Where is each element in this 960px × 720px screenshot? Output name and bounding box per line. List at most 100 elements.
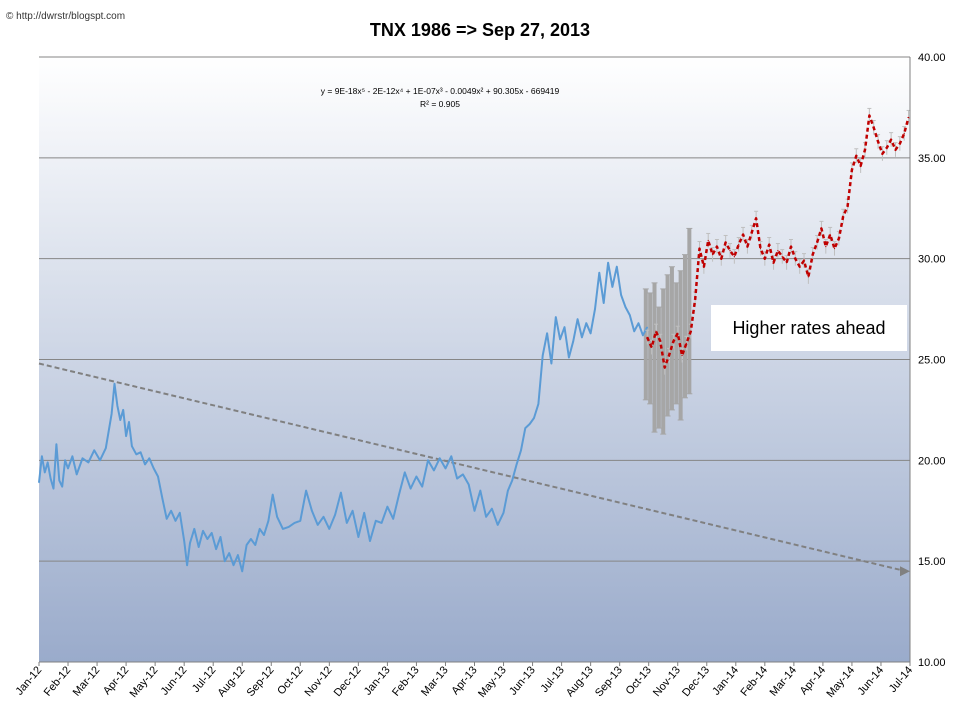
x-tick-label: Jul-13	[538, 664, 566, 695]
actual-point	[363, 512, 365, 514]
actual-point	[215, 548, 217, 550]
projection-series-layer	[645, 107, 911, 375]
actual-point	[415, 475, 418, 478]
actual-point	[122, 409, 124, 411]
actual-point	[473, 510, 476, 512]
actual-point	[198, 546, 200, 548]
x-tick-label: Jul-14	[887, 664, 915, 695]
actual-point	[174, 520, 177, 522]
projection-point	[764, 258, 766, 260]
actual-point	[179, 512, 181, 514]
projection-point	[825, 245, 827, 248]
actual-point	[524, 427, 526, 429]
actual-point	[456, 477, 458, 480]
actual-point	[125, 435, 127, 437]
source-credit: © http://dwrstr/blogspt.com	[6, 11, 126, 22]
actual-point	[113, 383, 116, 385]
projection-point	[829, 233, 831, 236]
actual-series-layer	[38, 261, 649, 573]
actual-point	[515, 463, 518, 465]
actual-point	[245, 544, 248, 546]
actual-point	[322, 516, 325, 518]
actual-point	[202, 530, 204, 532]
actual-point	[81, 457, 84, 459]
actual-point	[148, 457, 150, 459]
actual-point	[237, 554, 239, 556]
projection-point	[755, 217, 757, 219]
x-tick-label: Aug-12	[216, 664, 248, 699]
chart-title: TNX 1986 => Sep 27, 2013	[369, 20, 591, 40]
x-tick-label: Oct-12	[275, 664, 305, 697]
actual-point	[507, 489, 509, 492]
projection-point	[812, 254, 814, 256]
actual-point	[637, 322, 640, 324]
actual-point	[646, 326, 648, 328]
projection-point	[873, 126, 875, 129]
actual-point	[44, 471, 46, 474]
actual-point	[140, 451, 142, 453]
actual-point	[433, 469, 435, 472]
x-tick-label: Dec-13	[680, 664, 712, 699]
projection-point	[868, 114, 870, 117]
projection-point	[907, 116, 910, 119]
actual-point	[64, 459, 66, 461]
actual-point	[427, 459, 429, 461]
projection-point	[842, 215, 844, 217]
x-tick-label: Jan-13	[362, 664, 393, 697]
actual-point	[135, 453, 137, 455]
actual-point	[444, 467, 447, 469]
y-tick-label: 25.00	[918, 355, 946, 367]
x-tick-label: Nov-13	[651, 664, 683, 699]
actual-point	[299, 520, 301, 522]
projection-point	[698, 247, 701, 250]
actual-point	[250, 538, 252, 540]
actual-point	[328, 528, 330, 530]
x-tick-label: Mar-13	[419, 664, 451, 698]
actual-point	[351, 510, 354, 512]
actual-point	[272, 494, 274, 496]
actual-point	[193, 528, 195, 530]
projection-point	[738, 243, 740, 246]
actual-point	[568, 356, 570, 359]
actual-point	[282, 528, 284, 530]
actual-point	[550, 362, 553, 365]
y-tick-label: 30.00	[918, 254, 946, 266]
callout-text: Higher rates ahead	[732, 317, 886, 338]
actual-point	[206, 538, 208, 540]
actual-point	[450, 455, 452, 457]
actual-point	[61, 485, 63, 488]
projection-point	[655, 330, 657, 332]
actual-point	[357, 536, 359, 538]
projection-point	[877, 141, 879, 143]
projection-point	[646, 336, 648, 338]
actual-point	[99, 459, 101, 461]
projection-point	[860, 165, 862, 167]
actual-point	[369, 540, 371, 542]
projection-point	[890, 139, 892, 141]
actual-point	[267, 520, 269, 522]
x-tick-label: Feb-12	[42, 664, 74, 698]
actual-point	[186, 564, 188, 566]
actual-point	[555, 316, 557, 318]
actual-point	[421, 485, 423, 488]
actual-point	[131, 445, 133, 447]
actual-point	[511, 479, 513, 482]
actual-point	[404, 471, 406, 474]
projection-point	[781, 256, 783, 258]
projection-point	[711, 254, 714, 256]
actual-point	[542, 354, 544, 357]
projection-point	[716, 245, 718, 248]
actual-point	[116, 405, 118, 407]
actual-point	[259, 528, 261, 530]
projection-point	[707, 239, 709, 242]
actual-point	[76, 473, 78, 476]
actual-point	[572, 340, 574, 342]
projection-point	[703, 266, 705, 268]
trendline-arrowhead	[900, 566, 910, 577]
axes	[38, 57, 911, 666]
x-tick-label: Oct-13	[624, 664, 654, 697]
x-tick-label: Feb-14	[739, 664, 771, 698]
projection-point	[690, 330, 692, 332]
actual-point	[170, 510, 172, 512]
actual-point	[479, 489, 481, 492]
